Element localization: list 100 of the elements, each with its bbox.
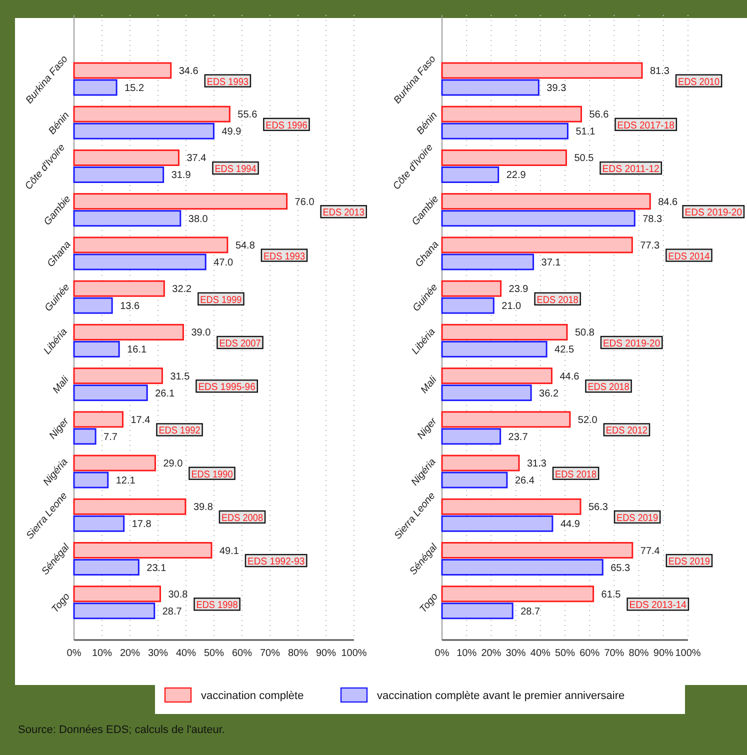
data-label: 50.5 [574,153,594,164]
data-label: 42.5 [554,344,574,356]
bar [441,297,494,314]
source-note: Source: Données EDS; calculs de l'auteur. [18,724,225,736]
bar [73,280,165,297]
bar [441,384,532,402]
bar [441,193,651,210]
bar [73,515,125,532]
data-label: 23.9 [508,284,529,296]
x-tick-label: 20% [481,648,502,659]
data-label: 44.9 [560,519,580,530]
annotation: EDS 2018 [555,469,601,480]
bar [441,498,582,515]
data-label: 12.1 [116,476,136,487]
x-tick-label: 10% [456,648,477,659]
bar [441,586,594,602]
bar [441,340,548,358]
x-tick-label: 0% [434,648,450,659]
annotation: EDS 2011-12 [602,164,662,176]
bar [73,62,172,79]
legend-label: vaccination complète [201,690,304,702]
bar [441,515,554,532]
bar [73,498,186,515]
data-label: 17.4 [130,414,151,426]
annotation: EDS 2014 [668,251,714,262]
annotation: EDS 1992 [158,426,204,437]
data-label: 17.8 [132,519,152,530]
bar [441,210,636,227]
data-label: 26.4 [514,476,535,487]
data-label: 28.7 [520,606,541,618]
x-tick-label: 0% [66,648,82,659]
data-label: 30.8 [168,589,188,600]
annotation: EDS 2007 [219,338,265,350]
annotation: EDS 1993 [206,76,252,88]
annotation: EDS 2010 [678,76,724,88]
bar [73,368,163,384]
bar [441,411,571,428]
bar [73,79,118,96]
data-label: 39.8 [193,502,214,514]
data-label: 55.6 [238,110,258,121]
annotation: EDS 1994 [214,164,260,176]
bar [441,559,604,576]
x-tick-label: 30% [506,648,526,659]
data-label: 13.6 [120,301,140,312]
annotation: EDS 2012 [606,426,652,437]
data-label: 49.9 [222,126,242,138]
data-label: 23.1 [146,562,167,574]
data-label: 28.7 [162,606,182,618]
annotation: EDS 2019-20 [602,338,664,350]
data-label: 56.3 [588,502,608,514]
x-tick-label: 90% [653,648,674,659]
data-label: 84.6 [658,196,678,208]
annotation: EDS 1990 [191,469,237,480]
x-tick-label: 60% [580,648,600,659]
bar [73,454,156,472]
data-label: 15.2 [124,83,144,94]
annotation: EDS 2019 [668,556,714,568]
bar [441,542,634,559]
data-label: 50.8 [574,328,595,339]
bar [73,254,206,270]
x-tick-label: 100% [675,648,701,659]
bar [441,428,502,445]
data-label: 38.0 [188,214,208,225]
bar [73,324,184,340]
bar [441,149,567,166]
bar [441,166,500,183]
data-label: 39.3 [546,83,567,94]
annotation: EDS 1998 [196,600,242,612]
data-label: 21.0 [502,301,522,312]
bar [441,254,534,270]
data-label: 37.4 [186,153,207,164]
bar [441,472,508,488]
bar [73,297,113,314]
x-tick-label: 40% [530,648,551,659]
annotation: EDS 2013 [322,208,368,219]
bar [73,411,124,428]
data-label: 39.0 [191,328,212,339]
x-tick-label: 70% [260,648,280,659]
data-label: 23.7 [508,432,528,443]
bar [73,602,156,620]
data-label: 77.3 [640,240,660,252]
bar [73,472,109,488]
bar [73,559,140,576]
x-tick-label: 40% [176,648,196,659]
data-label: 22.9 [506,170,526,182]
bar [73,166,164,183]
data-label: 36.2 [539,388,559,400]
bar [441,368,552,384]
bar [441,62,643,79]
data-label: 76.0 [294,196,315,208]
x-tick-label: 80% [628,648,649,659]
data-label: 16.1 [127,344,147,356]
data-label: 31.9 [171,170,192,182]
bar [441,106,582,122]
x-tick-label: 30% [148,648,168,659]
data-label: 54.8 [235,240,256,252]
data-label: 56.6 [589,110,610,121]
bar [441,324,568,340]
data-label: 37.1 [541,257,562,268]
x-tick-label: 70% [604,648,624,659]
